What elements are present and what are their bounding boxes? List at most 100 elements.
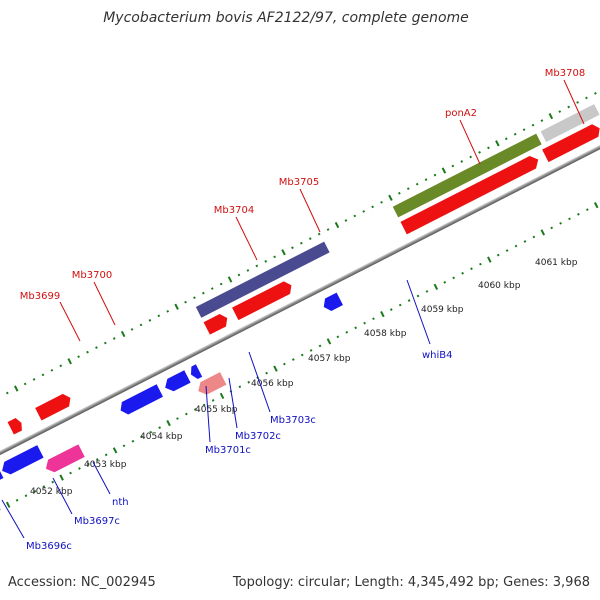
- tick-mark-minor: [550, 226, 554, 230]
- pseudo-gene-arrow[interactable]: [195, 372, 227, 397]
- tick-mark-minor: [532, 235, 536, 239]
- tick-mark-minor: [185, 412, 188, 416]
- gene-arrow-reverse[interactable]: [321, 292, 343, 314]
- tick-mark-minor: [487, 146, 490, 150]
- tick-mark-minor: [95, 346, 98, 349]
- gene-arrow-reverse[interactable]: [0, 445, 44, 477]
- tick-mark-minor: [451, 164, 455, 168]
- forward-gene-row: [7, 104, 600, 435]
- tick-mark-minor: [380, 200, 383, 204]
- tick-mark-minor: [344, 219, 348, 222]
- rna-gene-arrow[interactable]: [43, 444, 85, 475]
- tick-mark-minor: [336, 335, 340, 339]
- feature-bar-grey[interactable]: [540, 104, 600, 143]
- label-leader-line: [235, 216, 258, 261]
- gene-label-forward[interactable]: ponA2: [445, 108, 477, 119]
- gene-label-forward[interactable]: Mb3704: [214, 205, 254, 216]
- label-leader-line: [93, 281, 116, 326]
- tick-mark-major: [5, 501, 11, 508]
- tick-mark-major: [380, 311, 385, 318]
- tick-mark-minor: [193, 296, 196, 300]
- tick-mark-minor: [42, 485, 46, 488]
- tick-mark-minor: [300, 353, 304, 357]
- tick-mark-minor: [247, 380, 251, 384]
- gene-arrow-reverse[interactable]: [117, 384, 163, 416]
- gene-label-forward[interactable]: Mb3699: [20, 291, 60, 302]
- tick-mark-minor: [184, 300, 187, 304]
- tick-mark-minor: [496, 253, 500, 257]
- gene-label-reverse[interactable]: Mb3702c: [235, 431, 281, 442]
- tick-mark-minor: [585, 208, 589, 212]
- label-leader-line: [299, 188, 321, 233]
- tick-mark-minor: [166, 309, 170, 313]
- tick-mark-minor: [505, 249, 509, 252]
- kbp-label: 4053 kbp: [84, 460, 127, 470]
- tick-mark-minor: [353, 214, 357, 218]
- tick-mark-major: [273, 365, 278, 372]
- gene-label-forward[interactable]: Mb3700: [72, 270, 112, 281]
- tick-mark-minor: [87, 462, 90, 466]
- tick-mark-minor: [424, 178, 428, 181]
- tick-mark-minor: [398, 191, 401, 195]
- tick-mark-major: [326, 338, 332, 345]
- gene-arrow-forward[interactable]: [203, 312, 231, 335]
- gene-arrow-reverse[interactable]: [188, 364, 203, 381]
- tick-mark-minor: [452, 276, 456, 280]
- tick-mark-minor: [326, 228, 330, 231]
- tick-mark-minor: [415, 182, 419, 186]
- gene-label-reverse[interactable]: Mb3701c: [205, 445, 251, 456]
- gene-label-reverse[interactable]: Mb3697c: [74, 516, 120, 527]
- kbp-scale: 4052 kbp 4053 kbp 4054 kbp 4055 kbp 4056…: [30, 258, 578, 497]
- tick-mark-minor: [15, 498, 19, 502]
- kbp-label: 4054 kbp: [140, 432, 183, 442]
- operon-bar-purple[interactable]: [195, 241, 330, 318]
- tick-mark-major: [219, 392, 225, 399]
- outer-tick-row: [5, 92, 597, 395]
- gene-label-forward[interactable]: Mb3705: [279, 177, 319, 188]
- gene-arrow-forward[interactable]: [542, 122, 600, 163]
- tick-mark-major: [540, 229, 546, 236]
- label-leader-line: [205, 385, 211, 443]
- tick-mark-major: [593, 202, 599, 209]
- accession-text: Accession: NC_002945: [8, 575, 156, 590]
- tick-mark-minor: [50, 368, 54, 372]
- gene-arrow-reverse[interactable]: [162, 370, 191, 394]
- tick-mark-minor: [317, 232, 321, 236]
- tick-mark-minor: [59, 364, 63, 368]
- gene-label-reverse[interactable]: Mb3696c: [26, 541, 72, 552]
- tick-mark-minor: [149, 430, 153, 434]
- reverse-gene-labels: Mb3696c Mb3697c nth Mb3701c Mb3702c Mb37…: [1, 279, 453, 552]
- tick-mark-minor: [522, 128, 526, 132]
- tick-mark-minor: [540, 119, 544, 122]
- kbp-label: 4061 kbp: [535, 258, 578, 268]
- tick-mark-minor: [219, 282, 223, 286]
- tick-mark-minor: [32, 378, 36, 381]
- tick-mark-minor: [265, 371, 268, 375]
- map-title: Mycobacterium bovis AF2122/97, complete …: [103, 10, 469, 26]
- forward-gene-labels: Mb3699 Mb3700 Mb3704 Mb3705 ponA2 Mb3708: [20, 68, 585, 342]
- label-leader-line: [1, 499, 25, 539]
- operon-bar-olive[interactable]: [392, 133, 542, 218]
- tick-mark-minor: [86, 350, 89, 354]
- tick-mark-major: [174, 303, 179, 310]
- tick-mark-major: [67, 358, 72, 365]
- tick-mark-major: [388, 194, 393, 201]
- gene-label-reverse[interactable]: nth: [112, 497, 129, 508]
- tick-mark-minor: [255, 264, 259, 268]
- gene-label-reverse[interactable]: Mb3703c: [270, 415, 316, 426]
- tick-mark-minor: [523, 240, 527, 243]
- gene-label-forward[interactable]: Mb3708: [545, 68, 585, 79]
- tick-mark-minor: [95, 458, 99, 461]
- gene-label-reverse[interactable]: whiB4: [422, 350, 453, 361]
- tick-mark-minor: [478, 151, 481, 154]
- gene-arrow-forward[interactable]: [232, 279, 294, 321]
- gene-arrow-forward[interactable]: [7, 417, 25, 435]
- tick-mark-major: [548, 112, 554, 120]
- gene-arrow-forward[interactable]: [35, 392, 73, 421]
- tick-mark-minor: [77, 355, 80, 359]
- tick-mark-minor: [513, 132, 517, 136]
- tick-mark-minor: [104, 453, 108, 457]
- tick-mark-minor: [211, 399, 215, 402]
- gene-arrow-forward[interactable]: [400, 153, 541, 235]
- tick-mark-major: [112, 447, 118, 454]
